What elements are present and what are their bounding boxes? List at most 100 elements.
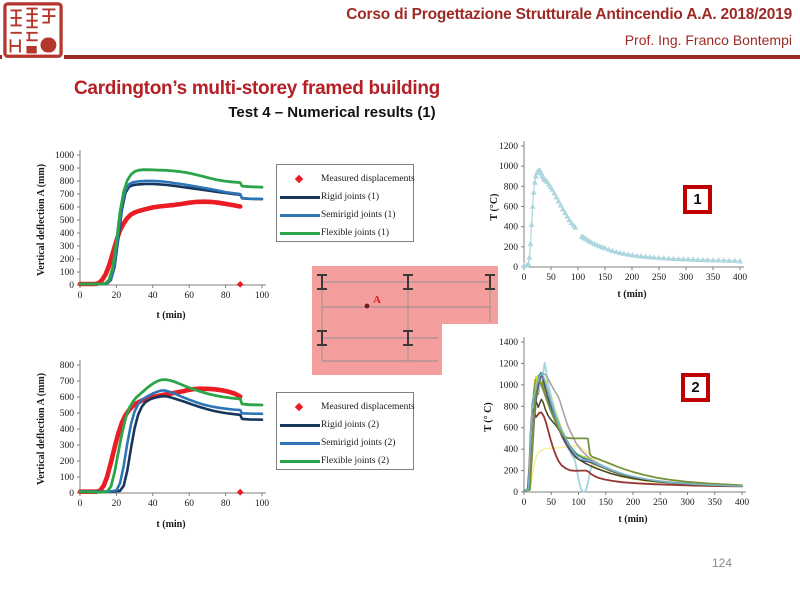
svg-text:60: 60 <box>184 291 194 301</box>
svg-text:200: 200 <box>625 273 640 283</box>
svg-text:600: 600 <box>504 203 519 213</box>
professor-name: Prof. Ing. Franco Bontempi <box>624 32 792 48</box>
svg-text:400: 400 <box>60 229 75 239</box>
line-swatch-icon <box>280 213 320 217</box>
svg-text:20: 20 <box>112 499 122 509</box>
chart-temp2: 0 200 400 600 800 1000 1200 1400 0 50 100 150 200 250… <box>483 337 749 525</box>
column-symbol-icon <box>403 274 413 290</box>
course-title: Corso di Progettazione Strutturale Antin… <box>346 6 792 23</box>
svg-text:800: 800 <box>60 177 75 187</box>
zone-1-badge: 1 <box>683 185 712 214</box>
svg-text:80: 80 <box>221 291 231 301</box>
point-a-marker <box>364 303 370 309</box>
line-swatch-icon <box>280 441 320 445</box>
svg-text:0: 0 <box>78 499 83 509</box>
svg-text:800: 800 <box>504 182 519 192</box>
seal-stamp-logo <box>2 2 64 60</box>
svg-text:700: 700 <box>60 190 75 200</box>
slide-subtitle: Test 4 – Numerical results (1) <box>228 104 436 121</box>
svg-text:300: 300 <box>60 242 75 252</box>
svg-text:200: 200 <box>60 457 75 467</box>
floor-plan-diagram: A <box>312 266 498 375</box>
svg-text:500: 500 <box>60 409 75 419</box>
svg-text:350: 350 <box>708 498 723 508</box>
svg-text:300: 300 <box>680 498 695 508</box>
svg-text:500: 500 <box>60 216 75 226</box>
legend-item-label: Measured displacements <box>321 402 415 412</box>
svg-text:0: 0 <box>69 281 74 291</box>
svg-text:Vertical deflection A (mm): Vertical deflection A (mm) <box>36 373 47 485</box>
svg-text:1000: 1000 <box>499 381 518 391</box>
legend-item-label: Rigid joints (1) <box>321 192 380 202</box>
svg-text:400: 400 <box>60 425 75 435</box>
line-swatch-icon <box>280 195 320 199</box>
svg-text:100: 100 <box>60 268 75 278</box>
svg-text:T (° C): T (° C) <box>483 402 494 431</box>
legend-item: Rigid joints (1) <box>277 188 413 206</box>
page-number: 124 <box>711 556 733 570</box>
svg-text:1400: 1400 <box>499 338 518 348</box>
svg-text:800: 800 <box>60 361 75 371</box>
legend-joints-1: Measured displacements Rigid joints (1) Se… <box>276 164 415 242</box>
legend-item: Flexible joints (1) <box>277 224 413 242</box>
point-a-label: A <box>373 294 381 306</box>
legend-item: Semirigid joints (2) <box>277 434 413 452</box>
svg-text:100: 100 <box>571 498 586 508</box>
svg-text:300: 300 <box>679 273 694 283</box>
zone-2-badge: 2 <box>681 373 710 402</box>
svg-text:t (min): t (min) <box>617 289 646 300</box>
svg-text:200: 200 <box>626 498 641 508</box>
svg-text:250: 250 <box>653 498 668 508</box>
svg-text:700: 700 <box>60 377 75 387</box>
svg-text:Vertical deflection A (mm): Vertical deflection A (mm) <box>36 164 47 276</box>
legend-item-label: Flexible joints (1) <box>321 228 390 238</box>
header-divider <box>0 55 800 59</box>
legend-item: Rigid joints (2) <box>277 416 413 434</box>
legend-item: Measured displacements <box>277 398 415 416</box>
svg-text:1200: 1200 <box>499 142 518 152</box>
svg-text:60: 60 <box>184 499 194 509</box>
svg-text:200: 200 <box>504 467 519 477</box>
svg-text:400: 400 <box>504 445 519 455</box>
svg-text:100: 100 <box>571 273 586 283</box>
svg-text:100: 100 <box>60 473 75 483</box>
line-swatch-icon <box>280 459 320 463</box>
legend-item: Flexible joints (2) <box>277 452 413 470</box>
svg-text:80: 80 <box>221 499 231 509</box>
svg-text:800: 800 <box>504 402 519 412</box>
svg-text:600: 600 <box>60 393 75 403</box>
svg-text:200: 200 <box>60 255 75 265</box>
legend-joints-2: Measured displacements Rigid joints (2) Se… <box>276 392 415 470</box>
svg-text:0: 0 <box>522 273 527 283</box>
line-swatch-icon <box>280 423 320 427</box>
svg-text:350: 350 <box>706 273 721 283</box>
legend-item-label: Flexible joints (2) <box>321 456 390 466</box>
svg-text:t (min): t (min) <box>156 519 185 530</box>
svg-text:100: 100 <box>255 291 270 301</box>
diamond-marker-icon <box>294 174 304 184</box>
legend-item-label: Measured displacements <box>321 174 415 184</box>
legend-item: Semirigid joints (1) <box>277 206 413 224</box>
legend-item-label: Semirigid joints (2) <box>321 438 396 448</box>
svg-text:1200: 1200 <box>499 359 518 369</box>
column-symbol-icon <box>485 274 495 290</box>
svg-text:50: 50 <box>547 498 557 508</box>
column-symbol-icon <box>317 274 327 290</box>
svg-text:150: 150 <box>598 273 613 283</box>
svg-text:100: 100 <box>255 499 270 509</box>
svg-text:20: 20 <box>112 291 122 301</box>
column-symbol-icon <box>403 330 413 346</box>
svg-text:t (min): t (min) <box>618 514 647 525</box>
svg-text:0: 0 <box>513 263 518 273</box>
svg-text:250: 250 <box>652 273 667 283</box>
svg-text:0: 0 <box>78 291 83 301</box>
legend-item-label: Semirigid joints (1) <box>321 210 396 220</box>
column-symbol-icon <box>317 330 327 346</box>
svg-text:400: 400 <box>504 223 519 233</box>
svg-text:40: 40 <box>148 499 158 509</box>
svg-text:50: 50 <box>546 273 556 283</box>
svg-text:300: 300 <box>60 441 75 451</box>
svg-text:1000: 1000 <box>499 162 518 172</box>
svg-text:900: 900 <box>60 164 75 174</box>
